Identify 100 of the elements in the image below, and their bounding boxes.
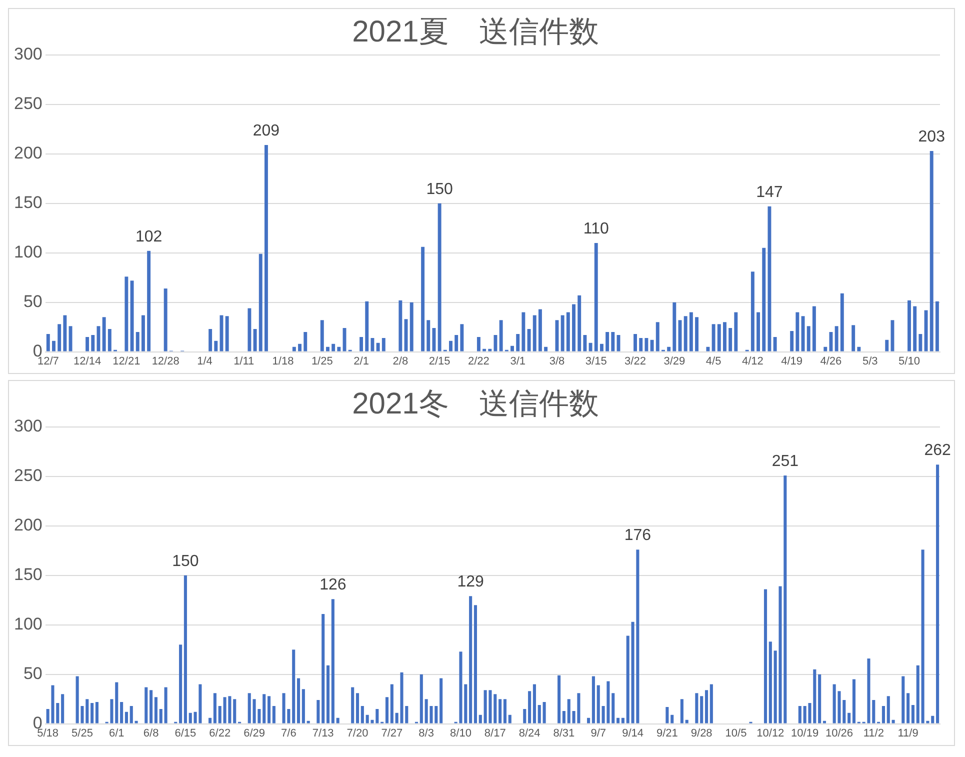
bar	[365, 301, 369, 352]
bar	[68, 326, 72, 352]
data-label: 150	[172, 552, 199, 570]
bar	[829, 332, 833, 352]
x-tick-label: 7/27	[381, 727, 403, 740]
bar	[560, 315, 564, 352]
bar	[356, 693, 360, 724]
bar	[762, 248, 766, 352]
bar	[385, 697, 389, 724]
x-tick-label: 2/15	[428, 355, 450, 368]
bar	[213, 693, 216, 724]
x-tick-label: 3/29	[664, 355, 686, 368]
bar	[298, 344, 302, 352]
data-label: 126	[320, 576, 346, 594]
x-tick-label: 5/3	[862, 355, 878, 368]
bar	[360, 336, 364, 352]
bar	[902, 676, 905, 724]
data-label: 203	[918, 128, 946, 146]
bar	[360, 706, 364, 724]
bar	[848, 712, 851, 724]
bar	[756, 312, 760, 352]
bar	[214, 340, 218, 352]
bar	[134, 720, 138, 724]
x-tick-label: 12/28	[152, 355, 180, 368]
bar	[764, 589, 768, 724]
bar	[179, 644, 182, 724]
bar	[376, 342, 380, 352]
bar	[102, 317, 106, 352]
bar	[695, 693, 698, 724]
bar	[824, 346, 828, 352]
bar	[498, 699, 502, 724]
bar	[840, 293, 844, 352]
bar	[337, 346, 341, 352]
bar	[478, 714, 482, 724]
bar	[935, 301, 939, 352]
x-tick-label: 7/20	[346, 727, 368, 740]
bar	[326, 665, 330, 724]
bar	[96, 326, 100, 352]
y-tick-label: 150	[14, 193, 42, 212]
bar	[320, 320, 324, 352]
bar	[611, 332, 615, 352]
bar	[302, 689, 305, 724]
bar	[164, 288, 168, 352]
y-tick-label: 50	[23, 664, 42, 684]
bar	[141, 315, 145, 352]
data-label: 129	[457, 574, 484, 591]
bar	[562, 710, 566, 724]
x-tick-label: 8/31	[553, 727, 575, 740]
bar	[382, 338, 386, 352]
bar	[892, 720, 895, 724]
y-tick-label: 100	[14, 614, 42, 634]
bar	[773, 336, 777, 352]
bar	[292, 346, 296, 352]
bar	[790, 331, 794, 352]
bar	[438, 203, 442, 352]
bar	[768, 642, 772, 724]
bar	[296, 678, 300, 724]
bar	[886, 696, 890, 724]
bar	[798, 706, 802, 724]
x-tick-label: 5/18	[37, 727, 59, 740]
bar	[644, 338, 648, 352]
bar	[931, 716, 934, 724]
bar	[634, 334, 637, 352]
y-tick-label: 200	[14, 516, 42, 535]
bar	[542, 702, 546, 724]
bar	[656, 322, 660, 352]
bar	[538, 309, 542, 352]
bar	[164, 687, 168, 724]
bar	[906, 693, 910, 724]
bar	[567, 699, 570, 724]
x-tick-label: 12/14	[74, 355, 102, 368]
x-tick-label: 12/7	[37, 355, 59, 368]
bar	[522, 312, 526, 352]
bar	[606, 332, 610, 352]
bar	[890, 320, 894, 352]
x-tick-label: 10/26	[825, 727, 853, 740]
x-tick-label: 11/2	[863, 727, 884, 740]
bar	[258, 254, 262, 352]
data-label: 102	[135, 228, 162, 246]
bar	[908, 300, 911, 352]
data-label: 150	[426, 180, 454, 198]
bar	[336, 718, 340, 724]
bar	[147, 250, 151, 352]
bar	[120, 702, 124, 724]
bar	[911, 705, 914, 724]
bar	[421, 246, 425, 352]
bar	[154, 697, 158, 724]
bar	[626, 636, 630, 724]
x-tick-label: 10/12	[756, 727, 784, 740]
bar	[930, 150, 934, 352]
bar	[704, 690, 708, 724]
bar	[510, 346, 514, 352]
bar	[292, 650, 296, 724]
bar	[426, 320, 430, 352]
bar	[272, 706, 276, 724]
x-tick-label: 9/7	[590, 727, 606, 740]
bar	[852, 325, 856, 352]
bar	[684, 316, 688, 352]
bar	[264, 145, 268, 352]
bar	[588, 342, 592, 352]
